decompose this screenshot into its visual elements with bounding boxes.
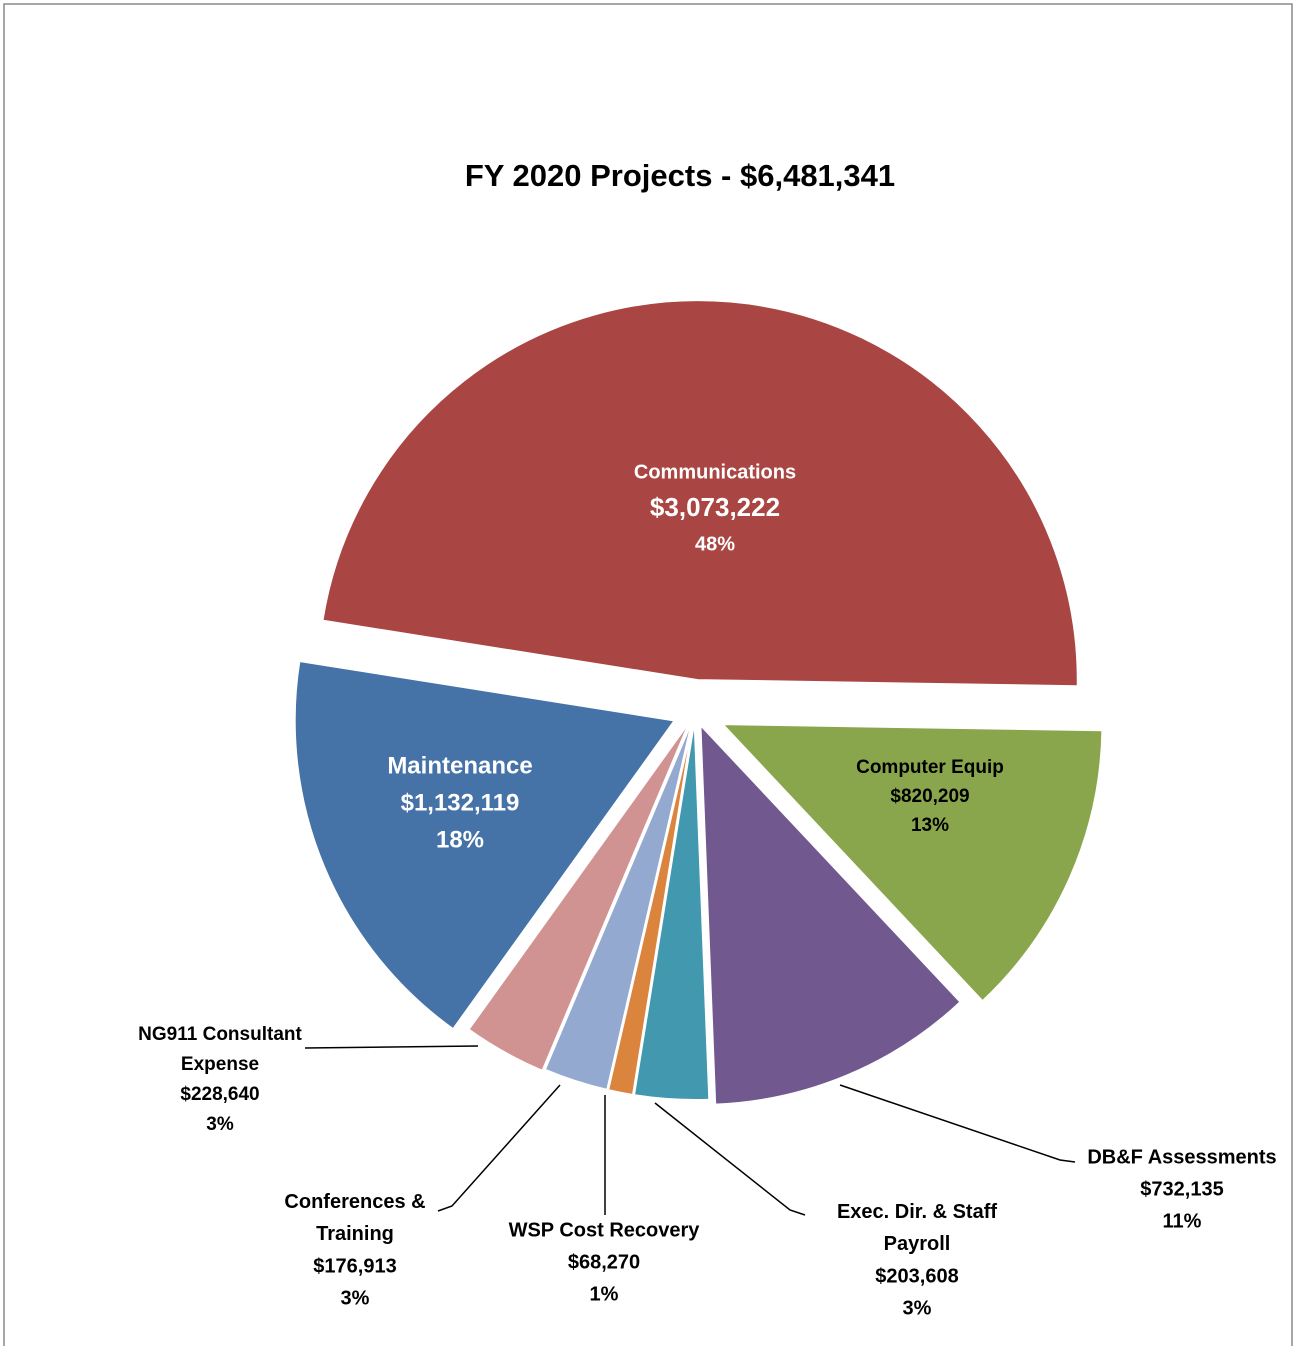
percent-label: 3% [206, 1114, 234, 1135]
pie-slice [467, 720, 692, 1073]
value-label: $203,608 [875, 1265, 958, 1287]
value-label: $732,135 [1140, 1178, 1223, 1200]
value-label: $3,073,222 [650, 492, 780, 522]
chart-title: FY 2020 Projects - $6,481,341 [465, 158, 895, 193]
value-label: $176,913 [313, 1255, 396, 1277]
slice-label: Exec. Dir. & Staff Payroll [837, 1201, 997, 1255]
percent-label: 48% [695, 533, 735, 555]
slice-label: DB&F Assessments [1087, 1146, 1276, 1168]
leader-line [839, 1084, 1076, 1163]
leader-line [437, 1084, 561, 1212]
leader-line [304, 1045, 479, 1049]
percent-label: 13% [911, 815, 949, 836]
value-label: $228,640 [180, 1084, 259, 1105]
value-label: $820,209 [890, 786, 969, 807]
value-label: $68,270 [568, 1251, 640, 1273]
percent-label: 3% [903, 1297, 932, 1319]
value-label: $1,132,119 [401, 789, 520, 816]
pie-slice [293, 659, 677, 1031]
leader-line [654, 1102, 806, 1216]
slice-label: Conferences & Training [284, 1191, 425, 1245]
frame [3, 3, 1293, 1346]
pie-slice [699, 722, 962, 1106]
percent-label: 3% [341, 1287, 370, 1309]
slice-label: Maintenance [387, 752, 532, 779]
slice-label: WSP Cost Recovery [509, 1219, 701, 1241]
percent-label: 18% [436, 826, 484, 853]
pie-slice [543, 719, 694, 1092]
pie-slice [321, 299, 1079, 688]
slice-label: Computer Equip [856, 757, 1004, 778]
percent-label: 11% [1163, 1210, 1202, 1232]
slice-label: NG911 Consultant Expense [138, 1024, 302, 1075]
slice-label: Communications [634, 461, 796, 483]
percent-label: 1% [590, 1283, 619, 1305]
pie-slice [632, 719, 711, 1101]
pie-slice [720, 723, 1104, 1003]
